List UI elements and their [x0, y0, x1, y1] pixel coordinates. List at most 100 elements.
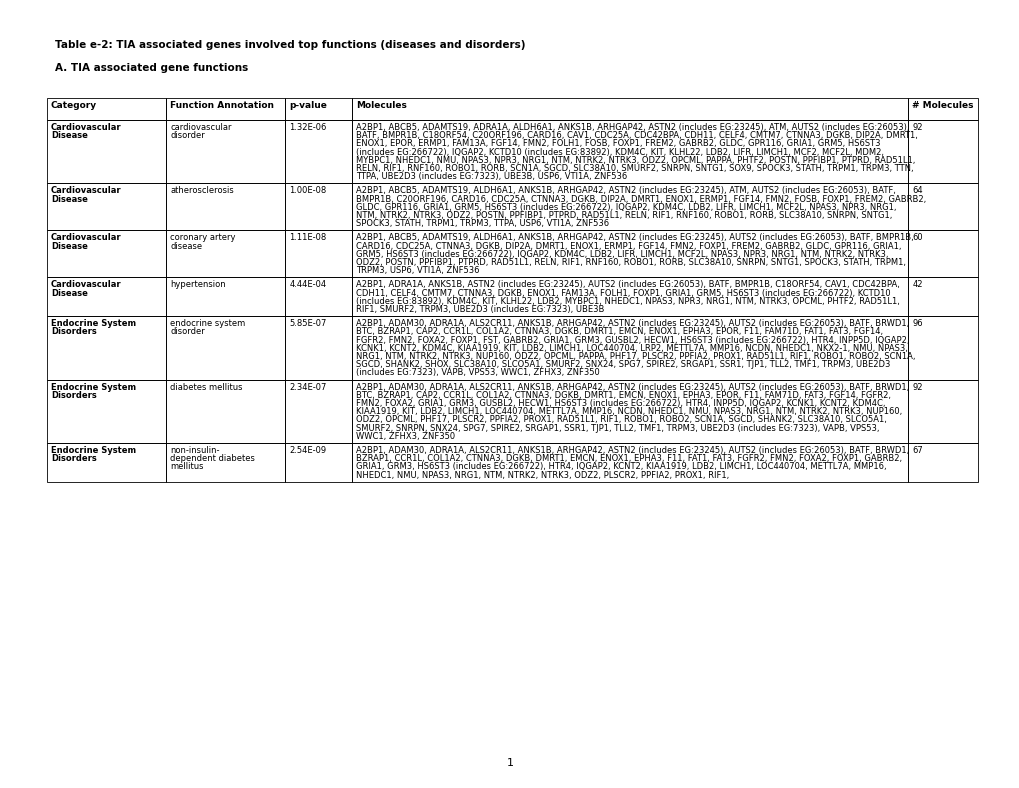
Text: A2BP1, ADAM30, ADRA1A, ALS2CR11, ANKS1B, ARHGAP42, ASTN2 (includes EG:23245), AU: A2BP1, ADAM30, ADRA1A, ALS2CR11, ANKS1B,… — [356, 383, 909, 392]
Bar — [166, 184, 285, 230]
Text: 1.32E-06: 1.32E-06 — [289, 123, 326, 132]
Text: CDH11, CELF4, CMTM7, CTNNA3, DGKB, ENOX1, FAM13A, FOLH1, FOXP1, GRIA1, GRM5, HS6: CDH11, CELF4, CMTM7, CTNNA3, DGKB, ENOX1… — [356, 288, 891, 298]
Text: BMPR1B, C20ORF196, CARD16, CDC25A, CTNNA3, DGKB, DIP2A, DMRT1, ENOX1, ERMP1, FGF: BMPR1B, C20ORF196, CARD16, CDC25A, CTNNA… — [356, 195, 925, 203]
Text: GLDC, GPR116, GRIA1, GRM5, HS6ST3 (includes EG:266722), IQGAP2, KDM4C, LDB2, LIF: GLDC, GPR116, GRIA1, GRM5, HS6ST3 (inclu… — [356, 203, 896, 212]
Text: Endocrine System: Endocrine System — [51, 319, 136, 328]
Text: KCNK1, KCNT2, KDM4C, KIAA1919, KIT, LDB2, LIMCH1, LOC440704, LRP2, METTL7A, MMP1: KCNK1, KCNT2, KDM4C, KIAA1919, KIT, LDB2… — [356, 344, 907, 353]
Text: 2.34E-07: 2.34E-07 — [289, 383, 326, 392]
Bar — [47, 443, 166, 481]
Text: 42: 42 — [911, 281, 922, 289]
Text: disorder: disorder — [170, 131, 205, 140]
Bar — [166, 380, 285, 443]
Bar — [352, 184, 907, 230]
Text: BZRAP1, CCR1L, COL1A2, CTNNA3, DGKB, DMRT1, EMCN, ENOX1, EPHA3, F11, FAT1, FAT3,: BZRAP1, CCR1L, COL1A2, CTNNA3, DGKB, DMR… — [356, 454, 902, 463]
Text: WWC1, ZFHX3, ZNF350: WWC1, ZFHX3, ZNF350 — [356, 432, 455, 440]
Text: ENOX1, EPOR, ERMP1, FAM13A, FGF14, FMN2, FOLH1, FOSB, FOXP1, FREM2, GABRB2, GLDC: ENOX1, EPOR, ERMP1, FAM13A, FGF14, FMN2,… — [356, 139, 880, 148]
Text: KIAA1919, KIT, LDB2, LIMCH1, LOC440704, METTL7A, MMP16, NCDN, NHEDC1, NMU, NPAS3: KIAA1919, KIT, LDB2, LIMCH1, LOC440704, … — [356, 407, 902, 416]
Bar — [907, 380, 977, 443]
Text: Disease: Disease — [51, 288, 88, 298]
Bar — [166, 98, 285, 120]
Text: Disease: Disease — [51, 242, 88, 251]
Text: 1.11E-08: 1.11E-08 — [289, 233, 326, 243]
Text: MYBPC1, NHEDC1, NMU, NPAS3, NPR3, NRG1, NTM, NTRK2, NTRK3, ODZ2, OPCML, PAPPA, P: MYBPC1, NHEDC1, NMU, NPAS3, NPR3, NRG1, … — [356, 156, 915, 165]
Text: atherosclerosis: atherosclerosis — [170, 187, 233, 195]
Bar — [166, 277, 285, 316]
Text: dependent diabetes: dependent diabetes — [170, 454, 255, 463]
Text: BTC, BZRAP1, CAP2, CCR1L, COL1A2, CTNNA3, DGKB, DMRT1, EMCN, ENOX1, EPHA3, EPOR,: BTC, BZRAP1, CAP2, CCR1L, COL1A2, CTNNA3… — [356, 327, 882, 336]
Text: mellitus: mellitus — [170, 463, 204, 471]
Text: RIF1, SMURF2, TRPM3, UBE2D3 (includes EG:7323), UBE3B: RIF1, SMURF2, TRPM3, UBE2D3 (includes EG… — [356, 305, 604, 314]
Bar — [47, 120, 166, 184]
Text: disorder: disorder — [170, 327, 205, 336]
Text: coronary artery: coronary artery — [170, 233, 235, 243]
Bar — [285, 316, 352, 380]
Text: SGCD, SHANK2, SHOX, SLC38A10, SLCO5A1, SMURF2, SNX24, SPG7, SPIRE2, SRGAP1, SSR1: SGCD, SHANK2, SHOX, SLC38A10, SLCO5A1, S… — [356, 360, 890, 370]
Bar — [907, 316, 977, 380]
Bar — [47, 380, 166, 443]
Bar — [285, 443, 352, 481]
Text: ODZ2, POSTN, PPFIBP1, PTPRD, RAD51L1, RELN, RIF1, RNF160, ROBO1, RORB, SLC38A10,: ODZ2, POSTN, PPFIBP1, PTPRD, RAD51L1, RE… — [356, 258, 906, 267]
Text: TRPM3, USP6, VTI1A, ZNF536: TRPM3, USP6, VTI1A, ZNF536 — [356, 266, 479, 275]
Bar — [285, 230, 352, 277]
Bar — [907, 98, 977, 120]
Bar — [352, 316, 907, 380]
Text: cardiovascular: cardiovascular — [170, 123, 231, 132]
Text: Disease: Disease — [51, 131, 88, 140]
Text: FGFR2, FMN2, FOXA2, FOXP1, FST, GABRB2, GRIA1, GRM3, GUSBL2, HECW1, HS6ST3 (incl: FGFR2, FMN2, FOXA2, FOXP1, FST, GABRB2, … — [356, 336, 909, 344]
Text: A2BP1, ABCB5, ADAMTS19, ALDH6A1, ANKS1B, ARHGAP42, ASTN2 (includes EG:23245), AT: A2BP1, ABCB5, ADAMTS19, ALDH6A1, ANKS1B,… — [356, 187, 896, 195]
Text: Endocrine System: Endocrine System — [51, 446, 136, 455]
Text: A2BP1, ADAM30, ADRA1A, ALS2CR11, ANKS1B, ARHGAP42, ASTN2 (includes EG:23245), AU: A2BP1, ADAM30, ADRA1A, ALS2CR11, ANKS1B,… — [356, 319, 909, 328]
Text: 2.54E-09: 2.54E-09 — [289, 446, 326, 455]
Bar — [907, 277, 977, 316]
Text: BTC, BZRAP1, CAP2, CCR1L, COL1A2, CTNNA3, DGKB, DMRT1, EMCN, ENOX1, EPHA3, EPOR,: BTC, BZRAP1, CAP2, CCR1L, COL1A2, CTNNA3… — [356, 391, 891, 400]
Text: Molecules: Molecules — [356, 101, 407, 110]
Text: 4.44E-04: 4.44E-04 — [289, 281, 326, 289]
Bar — [47, 230, 166, 277]
Bar — [907, 184, 977, 230]
Text: Cardiovascular: Cardiovascular — [51, 233, 121, 243]
Text: TTPA, UBE2D3 (includes EG:7323), UBE3B, USP6, VTI1A, ZNF536: TTPA, UBE2D3 (includes EG:7323), UBE3B, … — [356, 173, 627, 181]
Text: SPOCK3, STATH, TRPM1, TRPM3, TTPA, USP6, VTI1A, ZNF536: SPOCK3, STATH, TRPM1, TRPM3, TTPA, USP6,… — [356, 219, 609, 229]
Text: 64: 64 — [911, 187, 922, 195]
Text: non-insulin-: non-insulin- — [170, 446, 219, 455]
Text: 96: 96 — [911, 319, 922, 328]
Text: SMURF2, SNRPN, SNX24, SPG7, SPIRE2, SRGAP1, SSR1, TJP1, TLL2, TMF1, TRPM3, UBE2D: SMURF2, SNRPN, SNX24, SPG7, SPIRE2, SRGA… — [356, 424, 879, 433]
Text: Category: Category — [51, 101, 97, 110]
Text: Disorders: Disorders — [51, 327, 97, 336]
Text: Cardiovascular: Cardiovascular — [51, 281, 121, 289]
Bar — [47, 98, 166, 120]
Text: 67: 67 — [911, 446, 922, 455]
Bar — [166, 316, 285, 380]
Bar — [285, 120, 352, 184]
Text: A2BP1, ADAM30, ADRA1A, ALS2CR11, ANKS1B, ARHGAP42, ASTN2 (includes EG:23245), AU: A2BP1, ADAM30, ADRA1A, ALS2CR11, ANKS1B,… — [356, 446, 909, 455]
Text: Disease: Disease — [51, 195, 88, 203]
Bar — [285, 277, 352, 316]
Text: 92: 92 — [911, 123, 922, 132]
Text: 60: 60 — [911, 233, 922, 243]
Text: hypertension: hypertension — [170, 281, 225, 289]
Bar — [907, 120, 977, 184]
Bar — [352, 380, 907, 443]
Text: Cardiovascular: Cardiovascular — [51, 187, 121, 195]
Text: 1: 1 — [506, 758, 513, 768]
Bar — [47, 277, 166, 316]
Bar — [285, 98, 352, 120]
Text: 92: 92 — [911, 383, 922, 392]
Bar — [352, 98, 907, 120]
Text: A2BP1, ADRA1A, ANKS1B, ASTN2 (includes EG:23245), AUTS2 (includes EG:26053), BAT: A2BP1, ADRA1A, ANKS1B, ASTN2 (includes E… — [356, 281, 900, 289]
Text: RELN, RIF1, RNF160, ROBO1, RORB, SCN1A, SGCD, SLC38A10, SMURF2, SNRPN, SNTG1, SO: RELN, RIF1, RNF160, ROBO1, RORB, SCN1A, … — [356, 164, 913, 173]
Bar — [285, 184, 352, 230]
Text: 5.85E-07: 5.85E-07 — [289, 319, 326, 328]
Text: # Molecules: # Molecules — [911, 101, 973, 110]
Text: Endocrine System: Endocrine System — [51, 383, 136, 392]
Text: NHEDC1, NMU, NPAS3, NRG1, NTM, NTRK2, NTRK3, ODZ2, PLSCR2, PPFIA2, PROX1, RIF1,: NHEDC1, NMU, NPAS3, NRG1, NTM, NTRK2, NT… — [356, 470, 729, 480]
Text: ODZ2, OPCML, PHF17, PLSCR2, PPFIA2, PROX1, RAD51L1, RIF1, ROBO1, ROBO2, SCN1A, S: ODZ2, OPCML, PHF17, PLSCR2, PPFIA2, PROX… — [356, 415, 887, 425]
Bar — [352, 277, 907, 316]
Text: Cardiovascular: Cardiovascular — [51, 123, 121, 132]
Text: Table e-2: TIA associated genes involved top functions (diseases and disorders): Table e-2: TIA associated genes involved… — [55, 40, 525, 50]
Text: GRM5, HS6ST3 (includes EG:266722), IQGAP2, KDM4C, LDB2, LIFR, LIMCH1, MCF2L, NPA: GRM5, HS6ST3 (includes EG:266722), IQGAP… — [356, 250, 888, 258]
Text: A. TIA associated gene functions: A. TIA associated gene functions — [55, 63, 248, 73]
Bar — [166, 443, 285, 481]
Text: Disorders: Disorders — [51, 391, 97, 400]
Text: diabetes mellitus: diabetes mellitus — [170, 383, 243, 392]
